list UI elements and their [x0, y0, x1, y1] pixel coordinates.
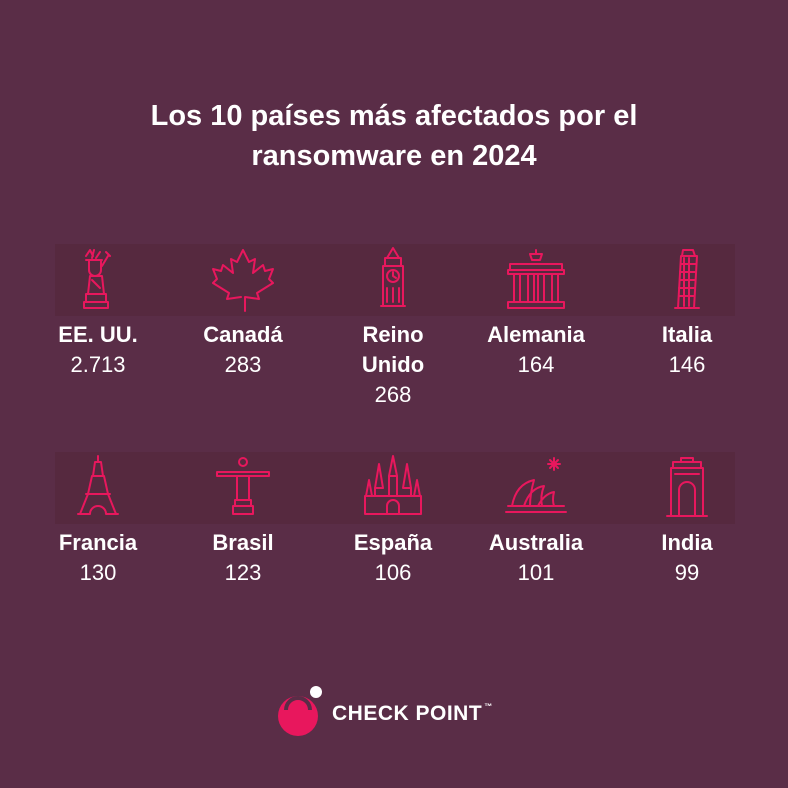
eiffel-tower-icon [77, 455, 119, 515]
country-name: Brasil [212, 530, 274, 555]
india-gate-icon [666, 457, 708, 517]
country-name: Italia [661, 322, 713, 347]
country-value: 283 [224, 352, 262, 377]
country-name: Reino Unido [361, 322, 425, 377]
country-value: 2.713 [70, 352, 126, 377]
country-name: Australia [488, 530, 584, 555]
title-line-2: ransomware en 2024 [251, 140, 537, 172]
icon-band-row-1 [55, 244, 735, 316]
check-point-logo: CHECK POINT ™ [274, 684, 534, 740]
country-value: 99 [674, 560, 700, 585]
country-name: Canadá [203, 322, 283, 347]
check-point-logo-icon [278, 686, 322, 736]
country-india: India 99 [612, 452, 762, 588]
country-value: 123 [224, 560, 262, 585]
christ-redeemer-icon [216, 457, 270, 515]
country-name: EE. UU. [58, 322, 138, 347]
country-name: España [353, 530, 433, 555]
page-title: Los 10 países más afectados por el ranso… [0, 96, 788, 176]
country-germany: Alemania 164 [461, 244, 611, 380]
country-name: Francia [58, 530, 138, 555]
sydney-opera-house-icon [505, 457, 567, 513]
country-value: 106 [374, 560, 412, 585]
title-line-1: Los 10 países más afectados por el [150, 100, 638, 132]
country-italy: Italia 146 [612, 244, 762, 380]
country-united-kingdom: Reino Unido 268 [318, 244, 468, 410]
statue-of-liberty-icon [83, 249, 111, 309]
country-value: 146 [668, 352, 706, 377]
country-name: Alemania [487, 322, 585, 347]
maple-leaf-icon [212, 249, 274, 312]
big-ben-icon [380, 247, 406, 307]
brandenburg-gate-icon [507, 249, 565, 309]
country-spain: España 106 [318, 452, 468, 588]
country-france: Francia 130 [23, 452, 173, 588]
country-value: 130 [79, 560, 117, 585]
leaning-tower-icon [674, 249, 700, 309]
country-usa: EE. UU. 2.713 [23, 244, 173, 380]
country-value: 164 [517, 352, 555, 377]
brand-name: CHECK POINT ™ [332, 702, 493, 725]
country-value: 268 [374, 382, 412, 407]
country-value: 101 [517, 560, 555, 585]
country-name: India [661, 530, 713, 555]
country-australia: Australia 101 [461, 452, 611, 588]
sagrada-familia-icon [364, 455, 422, 515]
country-canada: Canadá 283 [168, 244, 318, 380]
country-brazil: Brasil 123 [168, 452, 318, 588]
